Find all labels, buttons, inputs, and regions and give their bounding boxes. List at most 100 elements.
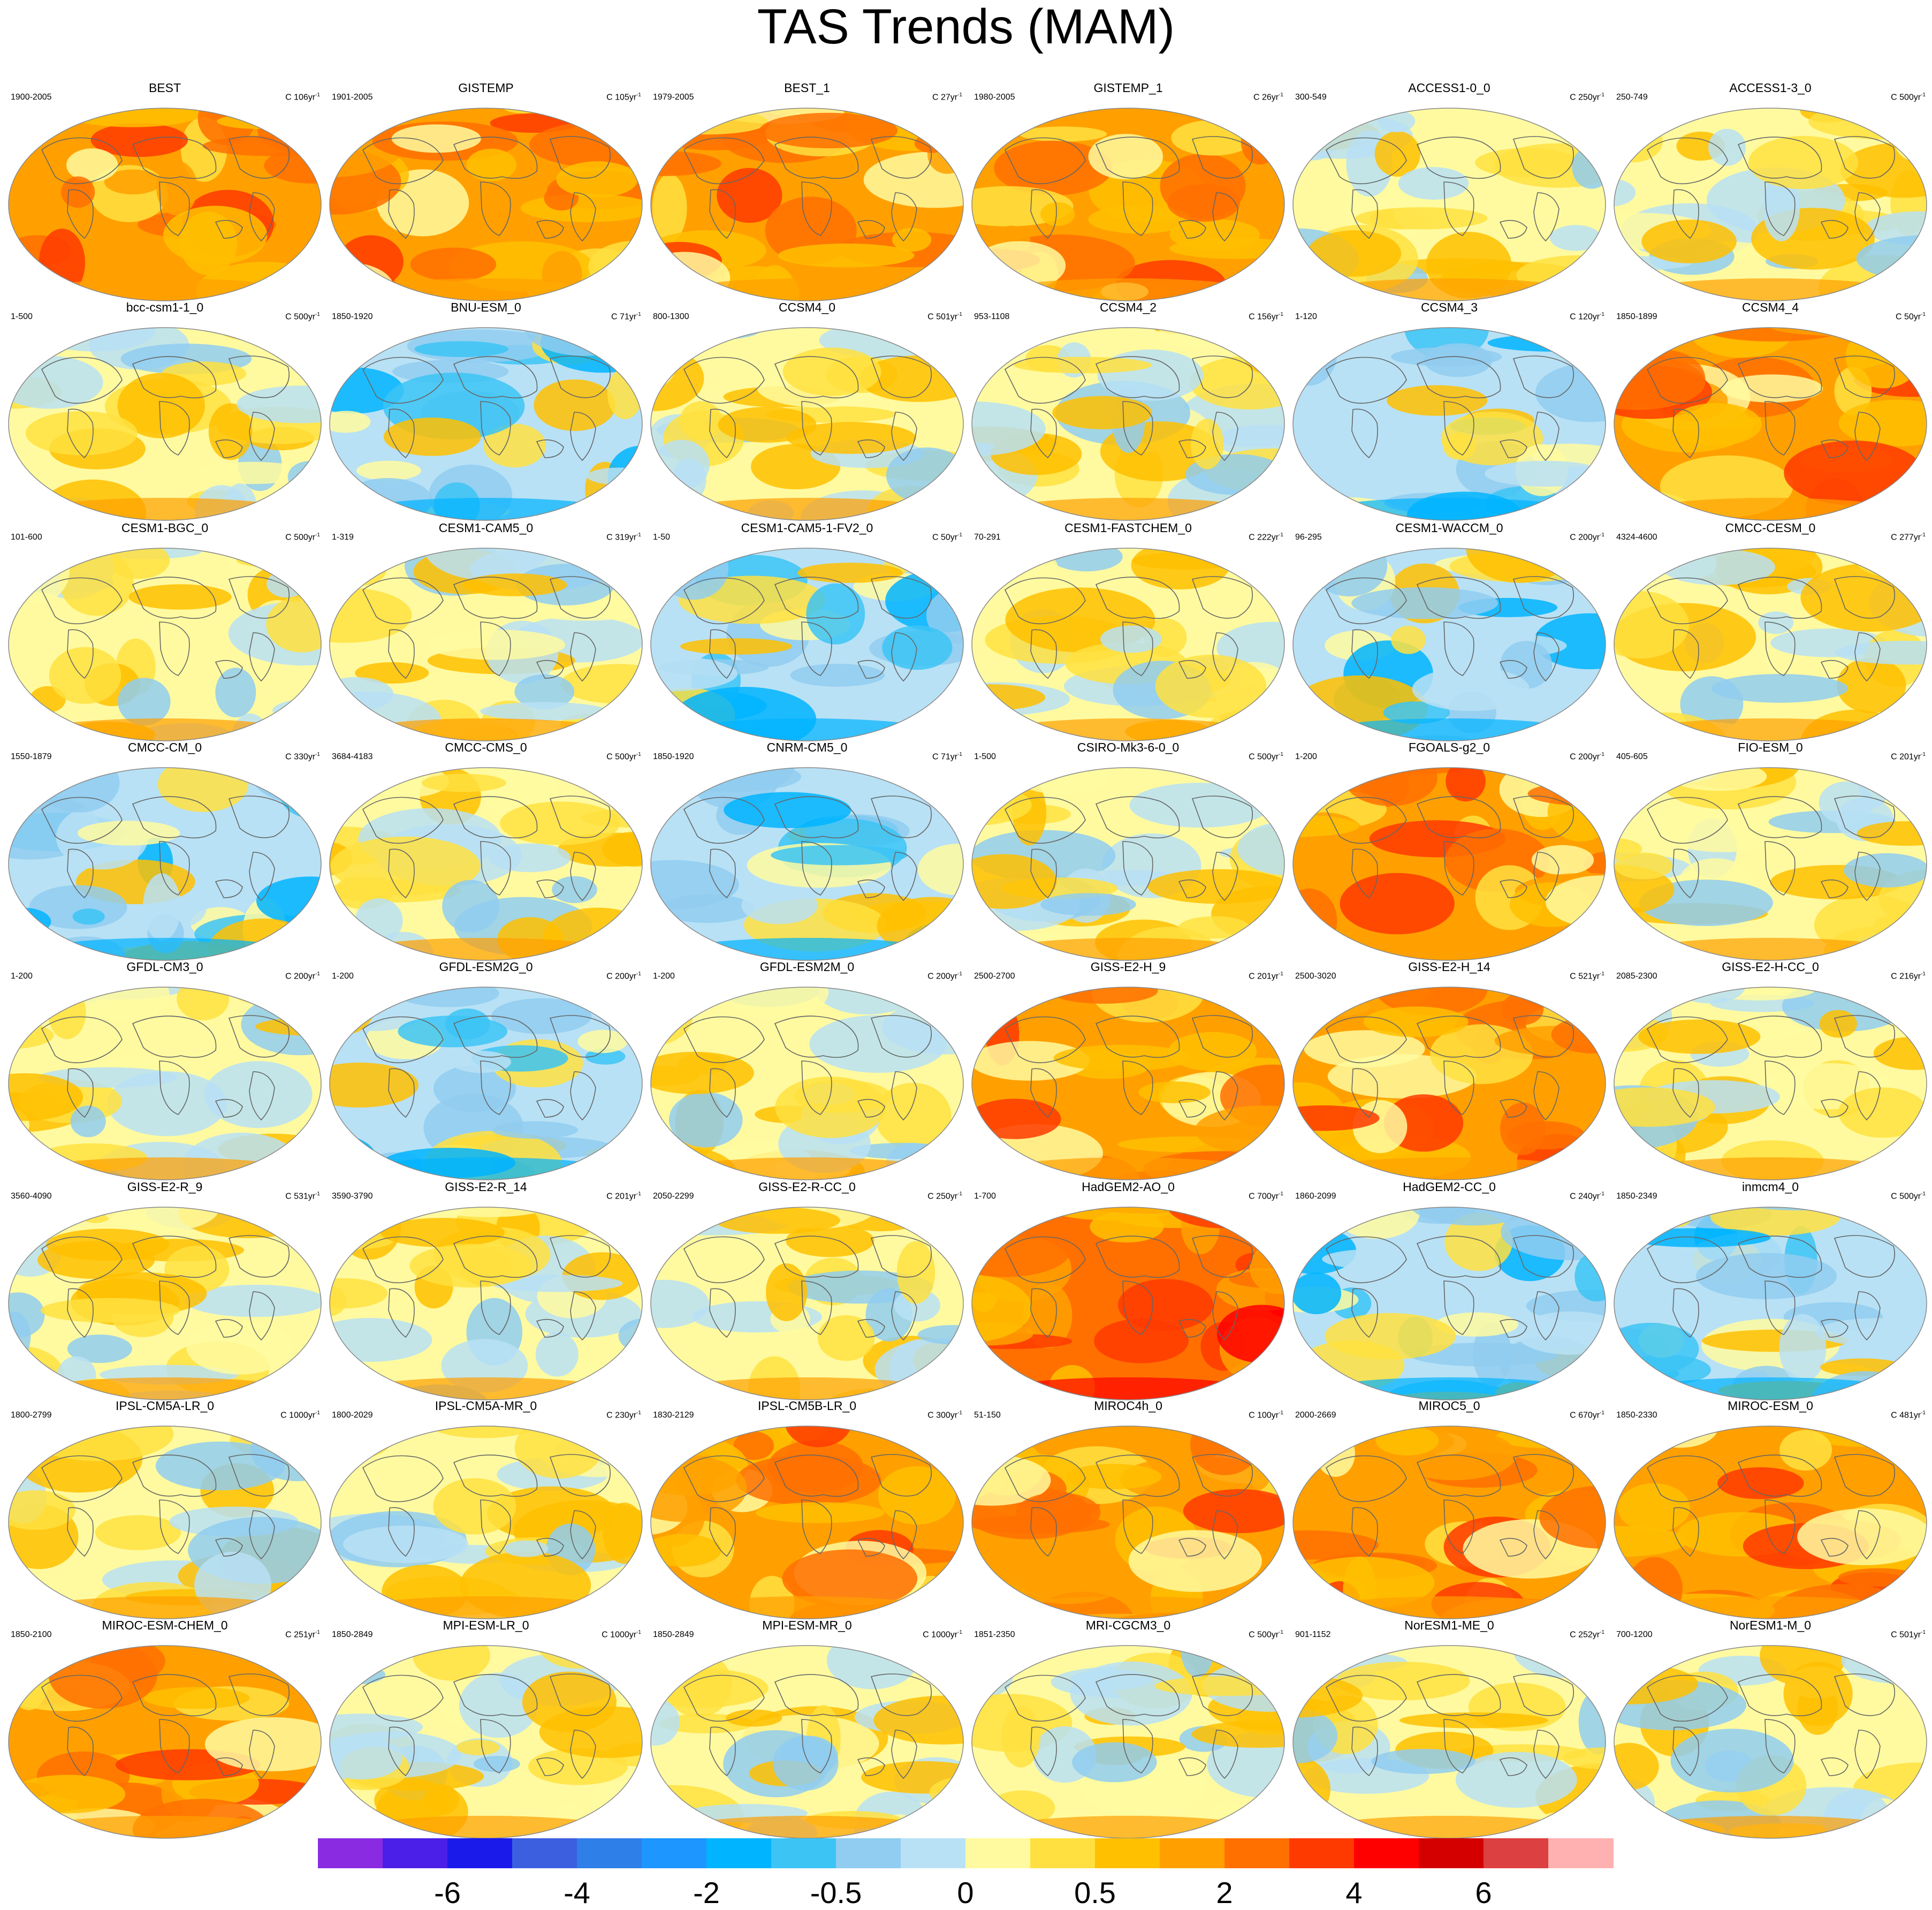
panel-title: MRI-CGCM3_0 xyxy=(1085,1618,1171,1632)
anomaly-region xyxy=(61,176,95,208)
coastline xyxy=(1646,1455,1728,1503)
anomaly-region xyxy=(429,1426,537,1438)
coastline xyxy=(1178,1318,1206,1338)
anomaly-region xyxy=(72,908,105,925)
coastline xyxy=(1512,795,1574,838)
panel-title: IPSL-CM5A-MR_0 xyxy=(435,1399,537,1413)
anomaly-region xyxy=(1687,328,1796,358)
map-outline xyxy=(1614,1645,1927,1839)
coastline xyxy=(1325,1674,1407,1722)
map-panel: GFDL-CM3_0 1-200 C 200yr-1 xyxy=(4,959,325,1187)
coastline xyxy=(1178,439,1206,458)
coastline xyxy=(132,796,217,839)
coastline xyxy=(1325,137,1407,185)
anomaly-region xyxy=(491,998,592,1034)
anomaly-region xyxy=(972,186,1074,226)
coastline xyxy=(774,1015,859,1058)
coastline xyxy=(388,1726,415,1777)
map-panel: CMCC-CMS_0 3684-4183 C 500yr-1 xyxy=(325,740,646,967)
panel-year-range: 405-605 xyxy=(1616,752,1648,761)
anomaly-region xyxy=(577,1029,628,1053)
anomaly-region xyxy=(1482,768,1606,774)
coastline xyxy=(1191,1454,1253,1497)
coastline xyxy=(870,576,932,619)
panel-title: GISS-E2-R-CC_0 xyxy=(758,1180,856,1194)
coastline xyxy=(228,1454,290,1497)
coastline xyxy=(480,1280,511,1335)
southern-ocean-band xyxy=(989,1157,1267,1180)
coastline xyxy=(1854,1510,1881,1560)
coastline xyxy=(1854,1071,1881,1121)
anomaly-region xyxy=(1838,399,1927,446)
southern-ocean-band xyxy=(347,278,625,301)
anomaly-region xyxy=(1865,211,1927,246)
world-map xyxy=(8,1207,322,1400)
coastline xyxy=(549,1015,611,1058)
world-map xyxy=(329,767,643,961)
panel-year-range: 1-500 xyxy=(11,312,33,321)
anomaly-region xyxy=(1614,838,1642,860)
anomaly-region xyxy=(914,134,950,153)
colorbar-swatch xyxy=(1548,1838,1614,1868)
coastline xyxy=(1212,1291,1238,1341)
southern-ocean-band xyxy=(347,498,625,520)
anomaly-region xyxy=(1088,205,1192,234)
anomaly-region xyxy=(655,328,760,340)
coastline xyxy=(801,841,832,896)
anomaly-region xyxy=(1100,625,1162,653)
coastline xyxy=(215,1537,243,1557)
coastline xyxy=(1764,1499,1796,1554)
world-map xyxy=(1614,1426,1927,1619)
anomaly-region xyxy=(1214,425,1284,457)
coastline xyxy=(215,1318,243,1338)
anomaly-region xyxy=(59,550,134,616)
anomaly-region xyxy=(786,1224,874,1257)
anomaly-region xyxy=(1293,1674,1363,1718)
coastline xyxy=(1325,357,1407,404)
coastline xyxy=(1834,795,1896,838)
anomaly-region xyxy=(9,1073,83,1121)
coastline xyxy=(1820,660,1849,679)
map-outline xyxy=(971,987,1285,1180)
world-map xyxy=(971,987,1285,1180)
anomaly-region xyxy=(433,1478,516,1535)
coastline xyxy=(1095,1015,1180,1058)
anomaly-region xyxy=(500,801,620,845)
map-panel: bcc-csm1-1_0 1-500 C 500yr-1 xyxy=(4,300,325,527)
panel-year-range: 901-1152 xyxy=(1295,1630,1331,1639)
panel-trend-length: C 251yr-1 xyxy=(285,1629,320,1640)
coastline xyxy=(362,357,444,404)
anomaly-region xyxy=(759,112,898,149)
coastline xyxy=(1834,576,1896,619)
coastline xyxy=(1646,357,1728,404)
anomaly-region xyxy=(195,461,309,484)
coastline xyxy=(1499,1757,1527,1776)
world-map xyxy=(971,767,1285,961)
world-map xyxy=(8,767,322,961)
anomaly-region xyxy=(383,418,481,456)
panel-year-range: 1830-2129 xyxy=(653,1411,694,1420)
world-map xyxy=(1292,548,1606,741)
anomaly-region xyxy=(736,1454,881,1506)
coastline xyxy=(228,1235,290,1278)
anomaly-region xyxy=(794,1080,892,1113)
anomaly-region xyxy=(143,873,181,941)
panel-trend-length: C 1000yr-1 xyxy=(280,1410,320,1420)
coastline xyxy=(1030,408,1057,459)
anomaly-region xyxy=(338,552,387,586)
coastline xyxy=(1212,632,1238,682)
panel-title: BEST_1 xyxy=(784,81,830,95)
panel-title: BNU-ESM_0 xyxy=(451,300,521,314)
coastline xyxy=(1212,1071,1238,1121)
anomaly-region xyxy=(423,548,551,580)
map-panel: GISS-E2-H_9 2500-2700 C 201yr-1 xyxy=(968,959,1289,1187)
anomaly-region xyxy=(410,247,497,282)
anomaly-region xyxy=(1671,403,1762,446)
coastline xyxy=(41,1455,123,1503)
coastline xyxy=(1443,1719,1474,1773)
coastline xyxy=(891,412,917,461)
coastline xyxy=(1443,621,1474,676)
panel-title: CCSM4_3 xyxy=(1420,300,1478,314)
map-panel: GISS-E2-R-CC_0 2050-2299 C 250yr-1 xyxy=(646,1179,968,1407)
anomaly-region xyxy=(1873,1036,1927,1070)
